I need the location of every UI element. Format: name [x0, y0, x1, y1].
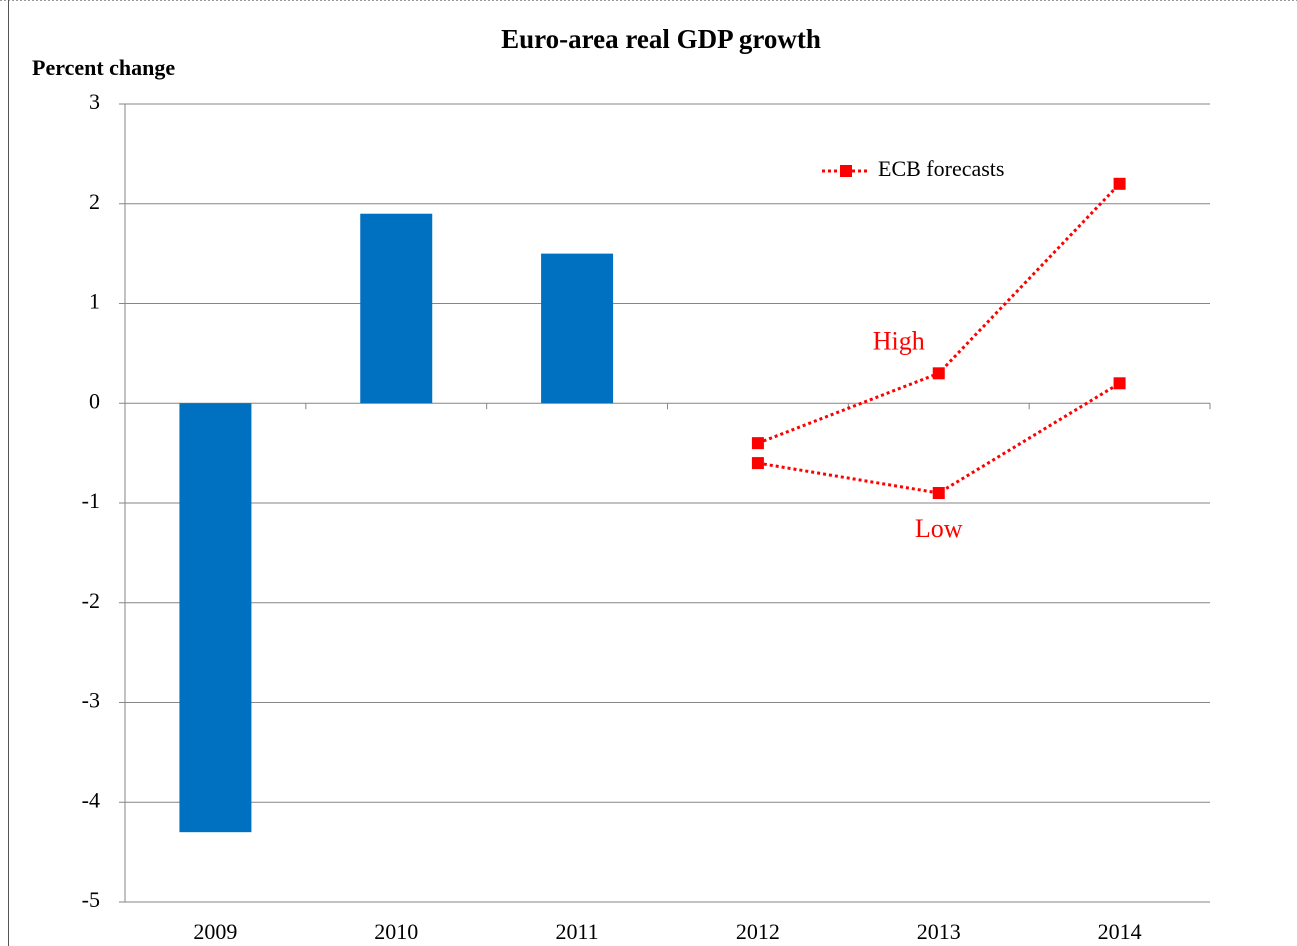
bar — [360, 213, 433, 404]
forecast-line — [757, 182, 1121, 445]
marker — [932, 487, 945, 500]
series-annotation: High — [873, 326, 925, 355]
marker — [1113, 177, 1126, 190]
marker — [1113, 377, 1126, 390]
bar — [541, 253, 614, 404]
y-tick-label: -4 — [82, 787, 100, 812]
x-tick-label: 2010 — [374, 919, 418, 944]
legend-label: ECB forecasts — [878, 156, 1004, 181]
x-tick-label: 2009 — [193, 919, 237, 944]
y-tick-label: -2 — [82, 588, 100, 613]
chart-title: Euro-area real GDP growth — [501, 24, 821, 54]
marker — [751, 457, 764, 470]
y-tick-label: 0 — [89, 388, 100, 413]
x-tick-label: 2014 — [1098, 919, 1142, 944]
forecast-line — [757, 382, 1121, 495]
y-axis-label: Percent change — [32, 55, 175, 80]
y-tick-label: -3 — [82, 688, 100, 713]
y-tick-label: 1 — [89, 289, 100, 314]
marker — [932, 367, 945, 380]
legend-marker — [840, 165, 852, 177]
y-tick-label: 3 — [89, 89, 100, 114]
bar — [179, 403, 252, 833]
y-tick-label: -5 — [82, 887, 100, 912]
y-tick-label: 2 — [89, 189, 100, 214]
x-tick-label: 2012 — [736, 919, 780, 944]
x-tick-label: 2011 — [555, 919, 598, 944]
y-tick-label: -1 — [82, 488, 100, 513]
x-tick-label: 2013 — [917, 919, 961, 944]
marker — [751, 437, 764, 450]
series-annotation: Low — [915, 514, 963, 543]
